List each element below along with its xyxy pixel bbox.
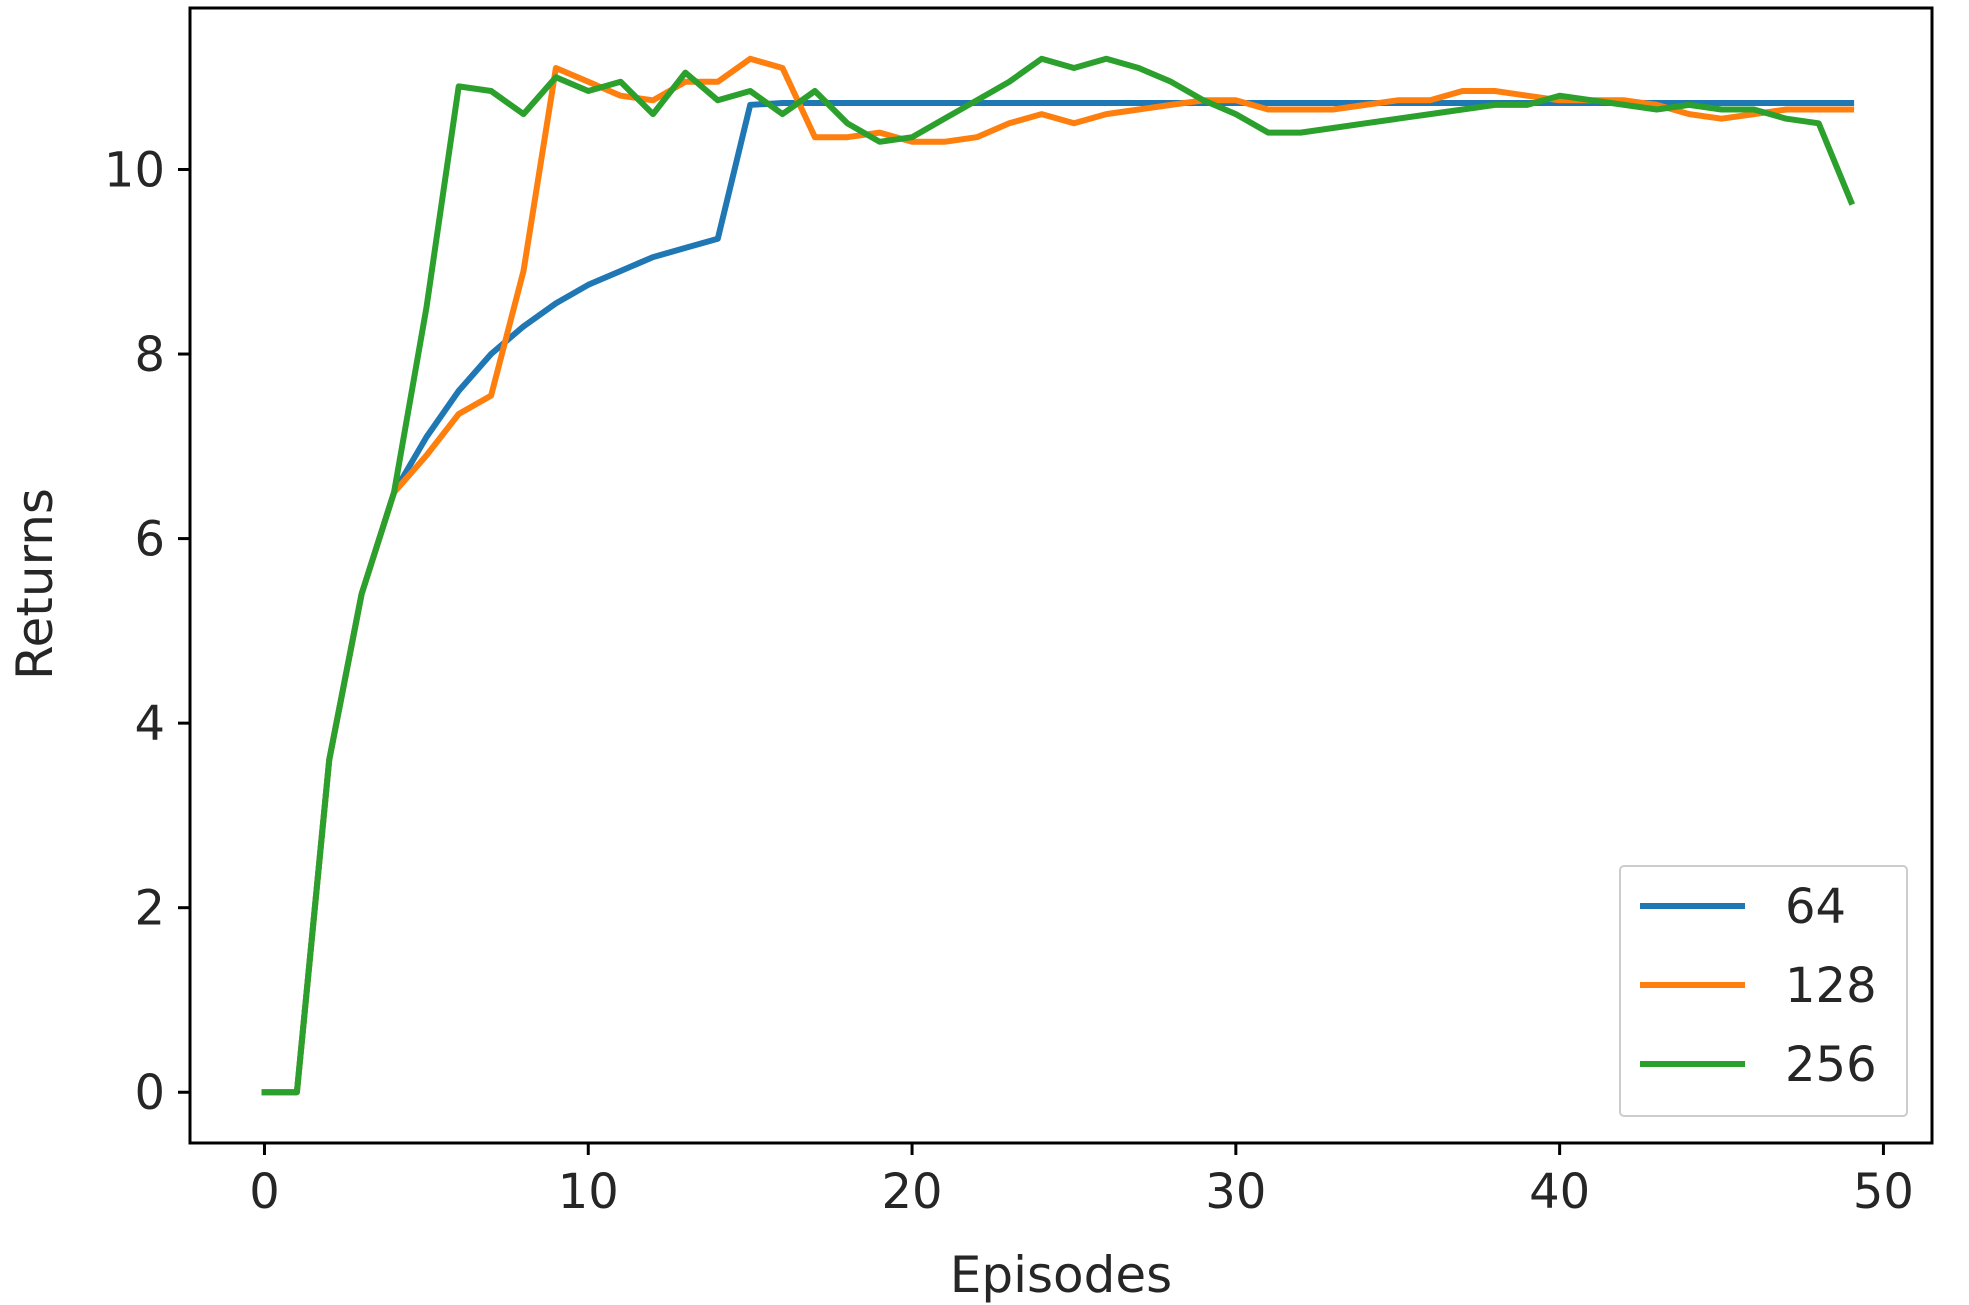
legend-label-128: 128 <box>1785 958 1877 1014</box>
y-tick-label: 4 <box>134 696 165 752</box>
legend-label-64: 64 <box>1785 879 1846 935</box>
y-tick-label: 10 <box>104 142 165 198</box>
series-line-256 <box>261 55 1856 1096</box>
x-axis: 0 10 20 30 40 50 <box>249 1143 1914 1220</box>
legend-box <box>1619 865 1908 1117</box>
y-axis: 0 2 4 6 8 10 <box>104 142 190 1121</box>
x-axis-label: Episodes <box>950 1246 1172 1304</box>
plot-frame <box>188 6 1934 1145</box>
series-layer <box>261 55 1856 1096</box>
legend-label-256: 256 <box>1785 1037 1877 1093</box>
y-axis-label: Returns <box>6 488 64 680</box>
y-tick-label: 0 <box>134 1065 165 1121</box>
y-tick-label: 8 <box>134 327 165 383</box>
x-tick-label: 20 <box>882 1164 943 1220</box>
x-tick-label: 40 <box>1529 1164 1590 1220</box>
x-tick-label: 30 <box>1205 1164 1266 1220</box>
y-tick-label: 6 <box>134 512 165 568</box>
x-tick-label: 50 <box>1853 1164 1914 1220</box>
x-tick-label: 10 <box>558 1164 619 1220</box>
legend: 64 128 256 <box>1619 865 1908 1117</box>
legend-items: 64 128 256 <box>1640 879 1877 1093</box>
x-tick-label: 0 <box>249 1164 280 1220</box>
y-tick-label: 2 <box>134 881 165 937</box>
